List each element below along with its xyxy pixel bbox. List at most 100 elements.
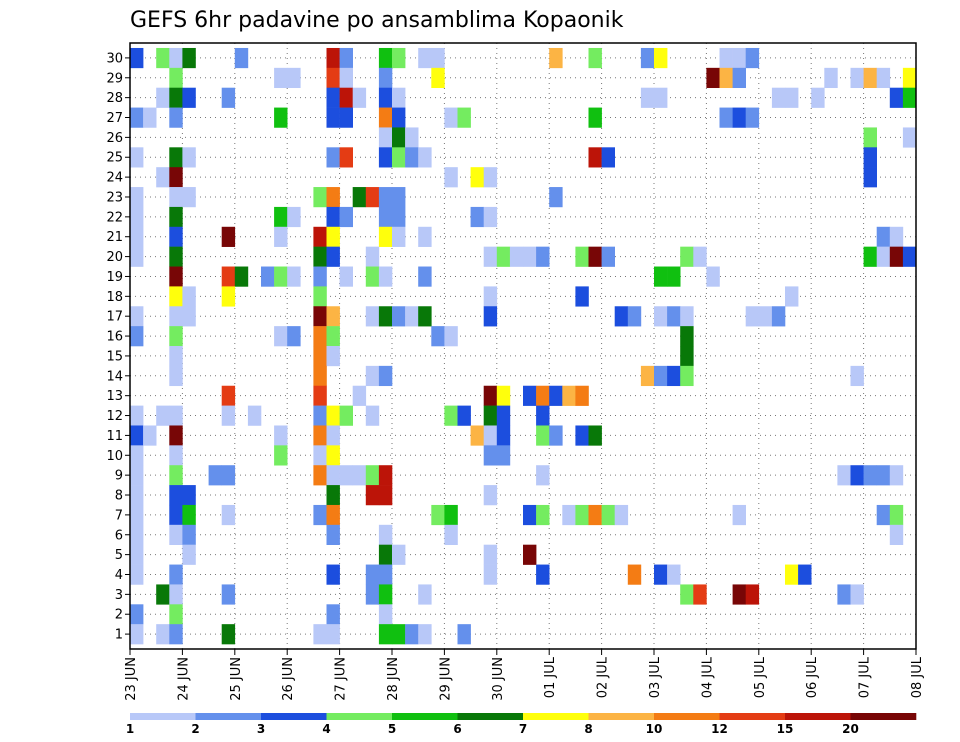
x-tick-label: 03 JUL [648, 656, 663, 698]
data-cell [562, 504, 576, 526]
data-cell [654, 564, 668, 585]
x-tick-label: 02 JUL [596, 656, 611, 698]
data-cell [444, 107, 458, 128]
data-cell [496, 385, 511, 406]
colorbar-label: 2 [191, 722, 199, 736]
data-cell [732, 584, 746, 605]
data-cell [326, 604, 340, 625]
data-cell [169, 47, 183, 69]
y-tick-label: 26 [106, 131, 123, 146]
colorbar-label: 12 [711, 722, 728, 736]
data-cell [654, 87, 668, 108]
data-cell [182, 286, 196, 307]
data-cell [523, 246, 537, 267]
data-cell [654, 266, 668, 287]
data-cell [496, 425, 511, 446]
data-cell [876, 504, 891, 526]
data-cell [523, 504, 537, 526]
data-cell [889, 87, 904, 108]
data-cell [640, 47, 655, 69]
data-cell [339, 266, 353, 287]
data-cell [365, 405, 380, 426]
data-cell [326, 405, 340, 426]
data-cell [418, 584, 432, 605]
data-cell [326, 246, 340, 267]
data-cell [339, 147, 353, 168]
colorbar-label: 7 [519, 722, 527, 736]
colorbar-label: 8 [584, 722, 592, 736]
data-cell [169, 107, 183, 128]
colorbar-swatch [326, 713, 393, 720]
colorbar-label: 20 [842, 722, 859, 736]
data-cell [378, 187, 393, 208]
data-cell [274, 266, 288, 287]
data-cell [863, 127, 877, 148]
y-tick-label: 7 [115, 508, 123, 523]
data-cell [575, 286, 589, 307]
data-cell [287, 266, 301, 287]
y-tick-label: 24 [106, 171, 123, 186]
data-cell [418, 226, 432, 247]
data-cell [536, 405, 550, 426]
data-cell [339, 465, 353, 486]
data-cell [418, 147, 432, 168]
data-cell [418, 306, 432, 327]
data-cell [169, 624, 183, 645]
data-cell [378, 584, 393, 605]
data-cell [274, 425, 288, 446]
data-cell [483, 286, 498, 307]
data-cell [536, 385, 550, 406]
data-cell [719, 47, 733, 69]
data-cell [130, 47, 144, 69]
data-cell [863, 465, 877, 486]
data-cell [549, 425, 563, 446]
colorbar: 1 2 3 4 5 6 7 8 10 12 15 20 [126, 713, 917, 736]
data-cell [378, 206, 393, 228]
x-tick-label: 07 JUL [858, 656, 873, 698]
data-cell [274, 226, 288, 247]
x-tick-label: 08 JUL [910, 656, 925, 698]
y-tick-label: 2 [115, 608, 123, 623]
data-cell [745, 306, 760, 327]
colorbar-label: 10 [646, 722, 663, 736]
data-cell [418, 47, 432, 69]
colorbar-swatch [130, 713, 196, 720]
data-cell [365, 306, 380, 327]
data-cell [392, 107, 406, 128]
data-cell [536, 504, 550, 526]
data-cell [247, 405, 262, 426]
data-cell [274, 445, 288, 466]
data-cell [483, 445, 498, 466]
data-cell [680, 346, 694, 367]
data-cell [745, 107, 760, 128]
data-cell [418, 624, 432, 645]
data-cell [221, 624, 236, 645]
data-cell [601, 504, 615, 526]
data-cell [863, 167, 877, 188]
data-cell [221, 504, 236, 526]
data-cell [378, 564, 393, 585]
data-cell [378, 365, 393, 387]
data-cell [287, 326, 301, 347]
data-cell [850, 365, 864, 387]
data-cell [326, 346, 340, 367]
data-cell [732, 67, 746, 89]
data-cell [274, 67, 288, 89]
data-cell [588, 504, 602, 526]
data-cell [745, 584, 760, 605]
data-cell [169, 425, 183, 446]
data-cell [313, 504, 327, 526]
data-cell [169, 604, 183, 625]
data-cell [588, 47, 602, 69]
data-cell [457, 107, 471, 128]
data-cell [326, 47, 340, 69]
data-cell [169, 346, 183, 367]
x-tick-label: 06 JUL [805, 656, 820, 698]
data-cell [654, 306, 668, 327]
data-cell [378, 266, 393, 287]
data-cell [470, 206, 484, 228]
data-cell [326, 187, 340, 208]
data-cell [221, 286, 236, 307]
y-tick-label: 18 [106, 290, 123, 305]
